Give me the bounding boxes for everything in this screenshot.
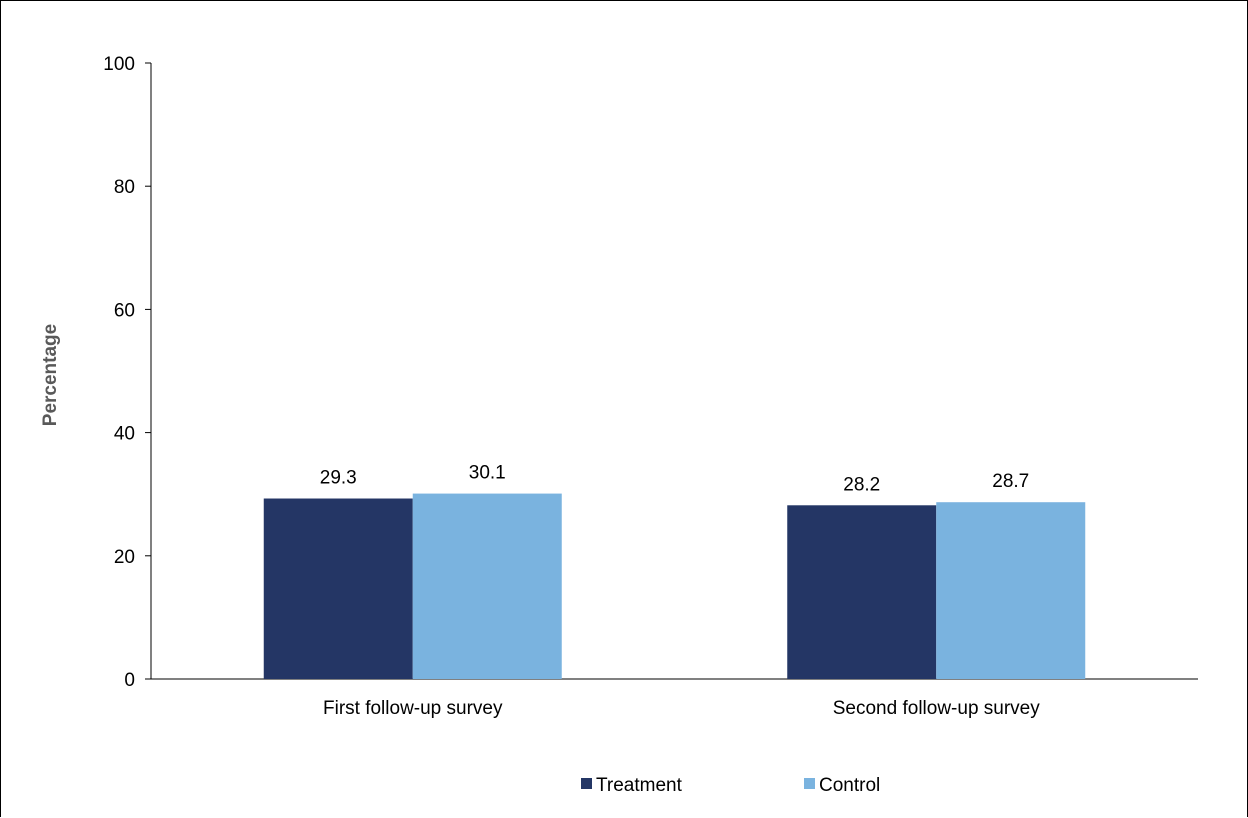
y-axis: 0 20 40 60 80 100 <box>103 54 152 691</box>
bars-group <box>263 493 1086 679</box>
legend-label: Control <box>819 775 880 796</box>
y-tick-label: 20 <box>114 547 135 568</box>
legend-swatch-control <box>804 778 815 789</box>
x-category-label: First follow-up survey <box>323 698 503 719</box>
bar-control <box>412 493 562 679</box>
y-tick-label: 80 <box>114 177 135 198</box>
legend-swatch-treatment <box>581 778 592 789</box>
bar-treatment <box>787 505 937 679</box>
legend-label: Treatment <box>596 775 683 796</box>
data-label: 29.3 <box>320 468 357 489</box>
y-tick-label: 100 <box>103 54 135 75</box>
legend: Treatment Control <box>581 775 880 796</box>
bar-control <box>936 502 1086 679</box>
data-labels-group: 29.3 30.1 28.2 28.7 <box>320 463 1029 496</box>
data-label: 30.1 <box>469 463 506 484</box>
data-label: 28.2 <box>843 474 880 495</box>
x-category-label: Second follow-up survey <box>833 698 1040 719</box>
y-tick-label: 0 <box>124 670 135 691</box>
data-label: 28.7 <box>992 471 1029 492</box>
x-axis: First follow-up survey Second follow-up s… <box>151 678 1198 719</box>
y-tick-label: 60 <box>114 300 135 321</box>
bar-treatment <box>263 498 413 679</box>
y-axis-title: Percentage <box>40 324 61 426</box>
y-tick-label: 40 <box>114 424 135 445</box>
